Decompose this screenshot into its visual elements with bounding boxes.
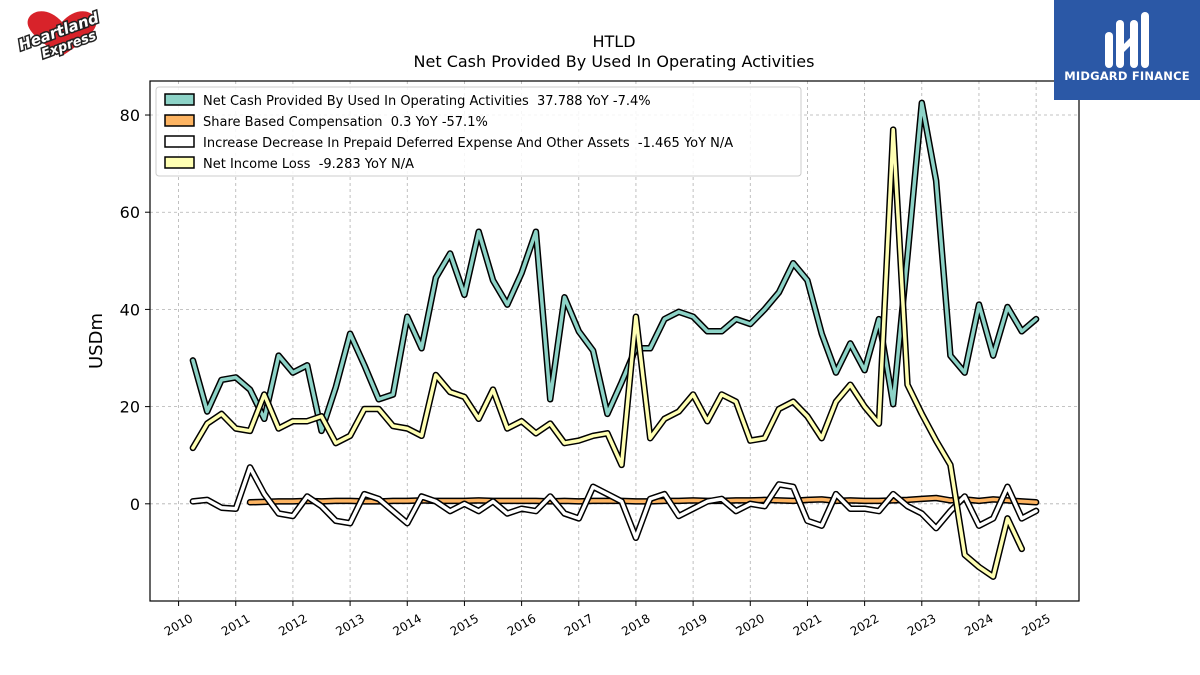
- x-tick-label: 2016: [505, 611, 538, 638]
- heartland-express-logo: Heartland Express: [4, 6, 119, 66]
- x-tick-label: 2011: [219, 611, 252, 638]
- x-tick-label: 2010: [162, 611, 195, 638]
- x-tick-label: 2024: [962, 611, 995, 638]
- x-tick-label: 2022: [848, 611, 881, 638]
- y-axis-ticks: 0 20 40 60 80: [120, 106, 150, 514]
- x-axis-ticks: 2010 2011 2012 2013 2014 2015 2016 2017 2018 2019…: [162, 601, 1053, 639]
- heart-logo-icon: Heartland Express: [15, 7, 103, 64]
- x-tick-label: 2025: [1019, 611, 1052, 638]
- x-tick-label: 2012: [276, 611, 309, 638]
- legend-swatch-net-cash: [164, 93, 195, 106]
- x-tick-label: 2019: [676, 611, 709, 638]
- y-tick-label: 0: [130, 495, 140, 514]
- legend-label-share-comp: Share Based Compensation 0.3 YoY -57.1%: [203, 115, 488, 130]
- prepaid-line-stroke: [191, 465, 1038, 540]
- y-tick-label: 60: [120, 203, 140, 222]
- y-axis-label: USDm: [86, 313, 107, 369]
- y-tick-label: 40: [120, 300, 140, 319]
- y-tick-label: 80: [120, 106, 140, 125]
- x-tick-label: 2013: [333, 611, 366, 638]
- midgard-brand-text: MIDGARD FINANCE: [1064, 69, 1190, 83]
- x-tick-label: 2021: [791, 611, 824, 638]
- legend-label-net-cash: Net Cash Provided By Used In Operating A…: [203, 94, 651, 109]
- legend-swatch-prepaid: [164, 135, 195, 148]
- legend-label-prepaid: Increase Decrease In Prepaid Deferred Ex…: [203, 136, 733, 151]
- legend-label-net-income: Net Income Loss -9.283 YoY N/A: [203, 157, 414, 172]
- midgard-finance-logo: MIDGARD FINANCE: [1054, 0, 1200, 100]
- net-cash-line-stroke: [191, 101, 1038, 433]
- series-lines: [189, 99, 1040, 580]
- legend-box: [155, 86, 802, 177]
- legend-swatch-net-income: [164, 156, 195, 169]
- x-tick-label: 2014: [391, 611, 424, 638]
- x-tick-label: 2018: [619, 611, 652, 638]
- net-cash-line: [189, 99, 1040, 435]
- net-income-line-stroke: [191, 127, 1024, 579]
- prepaid-line: [189, 464, 1040, 542]
- midgard-mark-icon: [1105, 12, 1149, 68]
- x-tick-label: 2023: [905, 611, 938, 638]
- x-tick-label: 2015: [448, 611, 481, 638]
- x-tick-label: 2020: [734, 611, 767, 638]
- y-tick-label: 20: [120, 398, 140, 417]
- legend-swatch-share-comp: [164, 114, 195, 127]
- x-tick-label: 2017: [562, 611, 595, 638]
- plot-frame: [149, 80, 1080, 602]
- legend: Net Cash Provided By Used In Operating A…: [155, 86, 802, 177]
- net-income-line: [189, 126, 1026, 580]
- chart-title: HTLD: [592, 32, 635, 51]
- chart-subtitle: Net Cash Provided By Used In Operating A…: [414, 52, 815, 71]
